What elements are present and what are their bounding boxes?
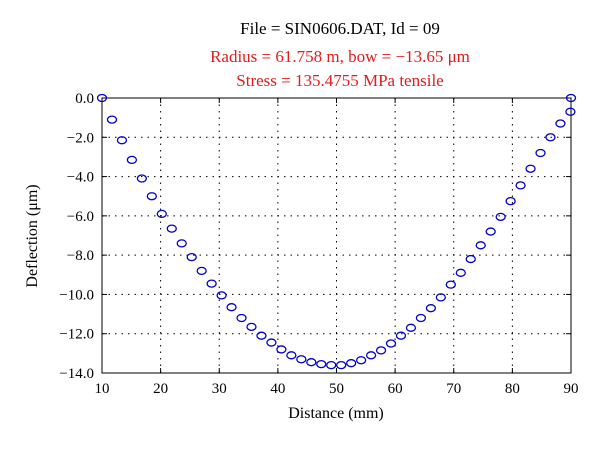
data-point xyxy=(196,266,207,276)
data-point xyxy=(435,293,447,302)
data-point xyxy=(365,351,377,360)
data-point xyxy=(186,252,197,262)
y-tick-label: −2.0 xyxy=(67,130,94,146)
data-point xyxy=(565,93,577,103)
data-point xyxy=(316,360,327,369)
data-point xyxy=(415,313,427,323)
x-tick-label: 60 xyxy=(388,381,403,397)
chart-title: File = SIN0606.DAT, Id = 09 xyxy=(240,19,440,38)
data-point xyxy=(525,164,536,173)
data-point xyxy=(425,304,437,313)
data-point xyxy=(166,224,177,233)
grid-lines xyxy=(102,98,571,373)
data-point xyxy=(515,181,526,190)
data-point xyxy=(126,155,138,165)
data-point xyxy=(455,268,466,277)
x-tick-label: 10 xyxy=(95,381,110,397)
data-point xyxy=(226,303,237,312)
y-tick-label: −8.0 xyxy=(67,248,94,264)
data-point xyxy=(176,239,187,248)
x-tick-label: 80 xyxy=(505,381,520,397)
data-point xyxy=(96,93,108,103)
x-tick-label: 50 xyxy=(329,381,344,397)
chart-subtitle-radius: Radius = 61.758 m, bow = −13.65 μm xyxy=(210,47,470,66)
data-point xyxy=(326,360,337,370)
data-point xyxy=(106,115,118,124)
data-point xyxy=(286,351,297,360)
data-point xyxy=(505,196,516,206)
data-point xyxy=(276,345,287,354)
x-tick-label: 30 xyxy=(212,381,227,397)
x-axis-label: Distance (mm) xyxy=(288,405,384,422)
data-point xyxy=(545,133,556,142)
data-point xyxy=(555,119,566,128)
data-point xyxy=(206,279,217,288)
data-point xyxy=(266,338,277,347)
data-point xyxy=(156,209,167,219)
axis-ticks xyxy=(101,97,572,374)
y-tick-labels: 0.0 −2.0 −4.0 −6.0 −8.0 −10.0 −12.0 −14.0 xyxy=(59,91,94,382)
x-tick-label: 70 xyxy=(446,381,461,397)
data-point xyxy=(485,227,496,236)
data-point xyxy=(346,359,357,368)
data-point xyxy=(535,148,546,158)
data-point xyxy=(246,322,257,331)
data-point xyxy=(565,107,576,116)
data-point xyxy=(495,212,506,221)
data-point xyxy=(296,355,307,364)
data-point xyxy=(395,331,407,340)
y-tick-label: −12.0 xyxy=(59,327,94,343)
data-point xyxy=(445,280,456,289)
y-tick-label: 0.0 xyxy=(75,91,94,107)
x-tick-label: 90 xyxy=(564,381,579,397)
data-point xyxy=(256,331,267,340)
data-point xyxy=(375,346,387,355)
data-point xyxy=(236,313,247,323)
x-tick-labels: 10 20 30 40 50 60 70 80 90 xyxy=(95,381,579,397)
y-tick-label: −4.0 xyxy=(67,170,94,186)
data-point xyxy=(116,136,128,145)
data-point xyxy=(475,241,486,250)
data-point xyxy=(355,356,367,365)
y-tick-label: −10.0 xyxy=(59,287,94,303)
x-tick-label: 20 xyxy=(153,381,168,397)
data-points xyxy=(96,93,577,370)
y-tick-label: −6.0 xyxy=(67,209,94,225)
x-tick-label: 40 xyxy=(270,381,285,397)
data-point xyxy=(216,291,227,300)
data-point xyxy=(136,174,148,183)
data-point xyxy=(465,254,476,264)
data-point xyxy=(405,323,417,332)
y-tick-label: −14.0 xyxy=(59,366,94,382)
data-point xyxy=(306,358,317,367)
data-point xyxy=(385,339,397,348)
data-point xyxy=(146,192,157,201)
y-axis-label: Deflection (μm) xyxy=(24,184,41,287)
chart-subtitle-stress: Stress = 135.4755 MPa tensile xyxy=(236,71,443,90)
data-point xyxy=(336,360,347,370)
